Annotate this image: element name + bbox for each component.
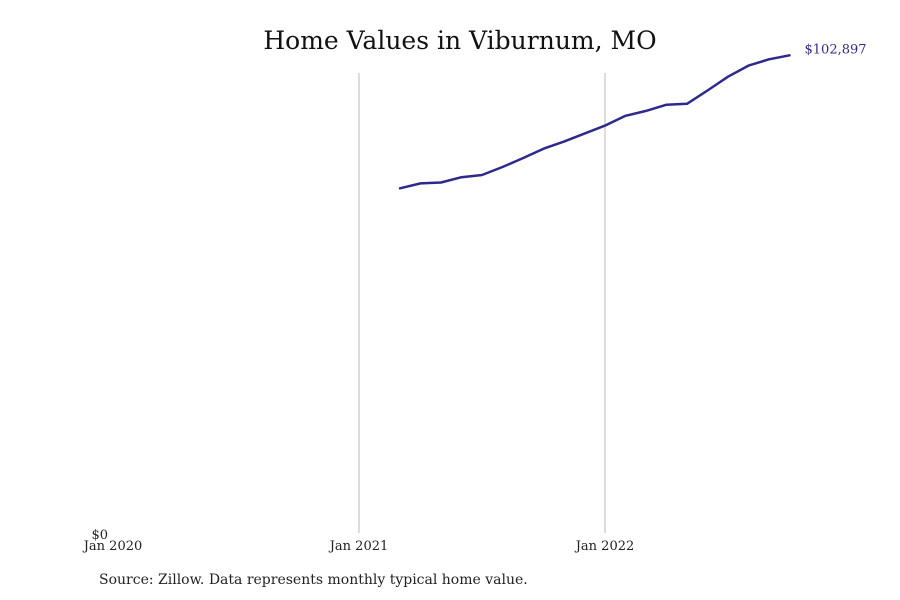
x-tick-label: Jan 2022 xyxy=(574,539,635,554)
data-point xyxy=(460,176,462,178)
data-point xyxy=(583,132,585,134)
end-value-label: $102,897 xyxy=(805,42,867,57)
data-point xyxy=(624,115,626,117)
data-point xyxy=(686,103,688,105)
chart-title: Home Values in Viburnum, MO xyxy=(263,26,657,55)
data-point xyxy=(522,157,524,159)
data-point xyxy=(747,64,749,66)
x-tick-label: Jan 2020 xyxy=(82,539,143,554)
data-point xyxy=(706,89,708,91)
y-tick-label: $0 xyxy=(91,528,108,543)
data-point xyxy=(645,110,647,112)
source-note: Source: Zillow. Data represents monthly … xyxy=(99,572,528,588)
data-point xyxy=(481,174,483,176)
data-point xyxy=(604,124,606,126)
data-point xyxy=(419,182,421,184)
data-point xyxy=(788,54,790,56)
data-point xyxy=(768,58,770,60)
series-line xyxy=(398,54,791,190)
data-point xyxy=(665,103,667,105)
data-point xyxy=(542,148,544,150)
data-point xyxy=(501,166,503,168)
x-tick-label: Jan 2021 xyxy=(328,539,389,554)
data-point xyxy=(440,181,442,183)
data-point xyxy=(399,187,401,189)
data-point xyxy=(563,140,565,142)
data-point xyxy=(727,75,729,77)
